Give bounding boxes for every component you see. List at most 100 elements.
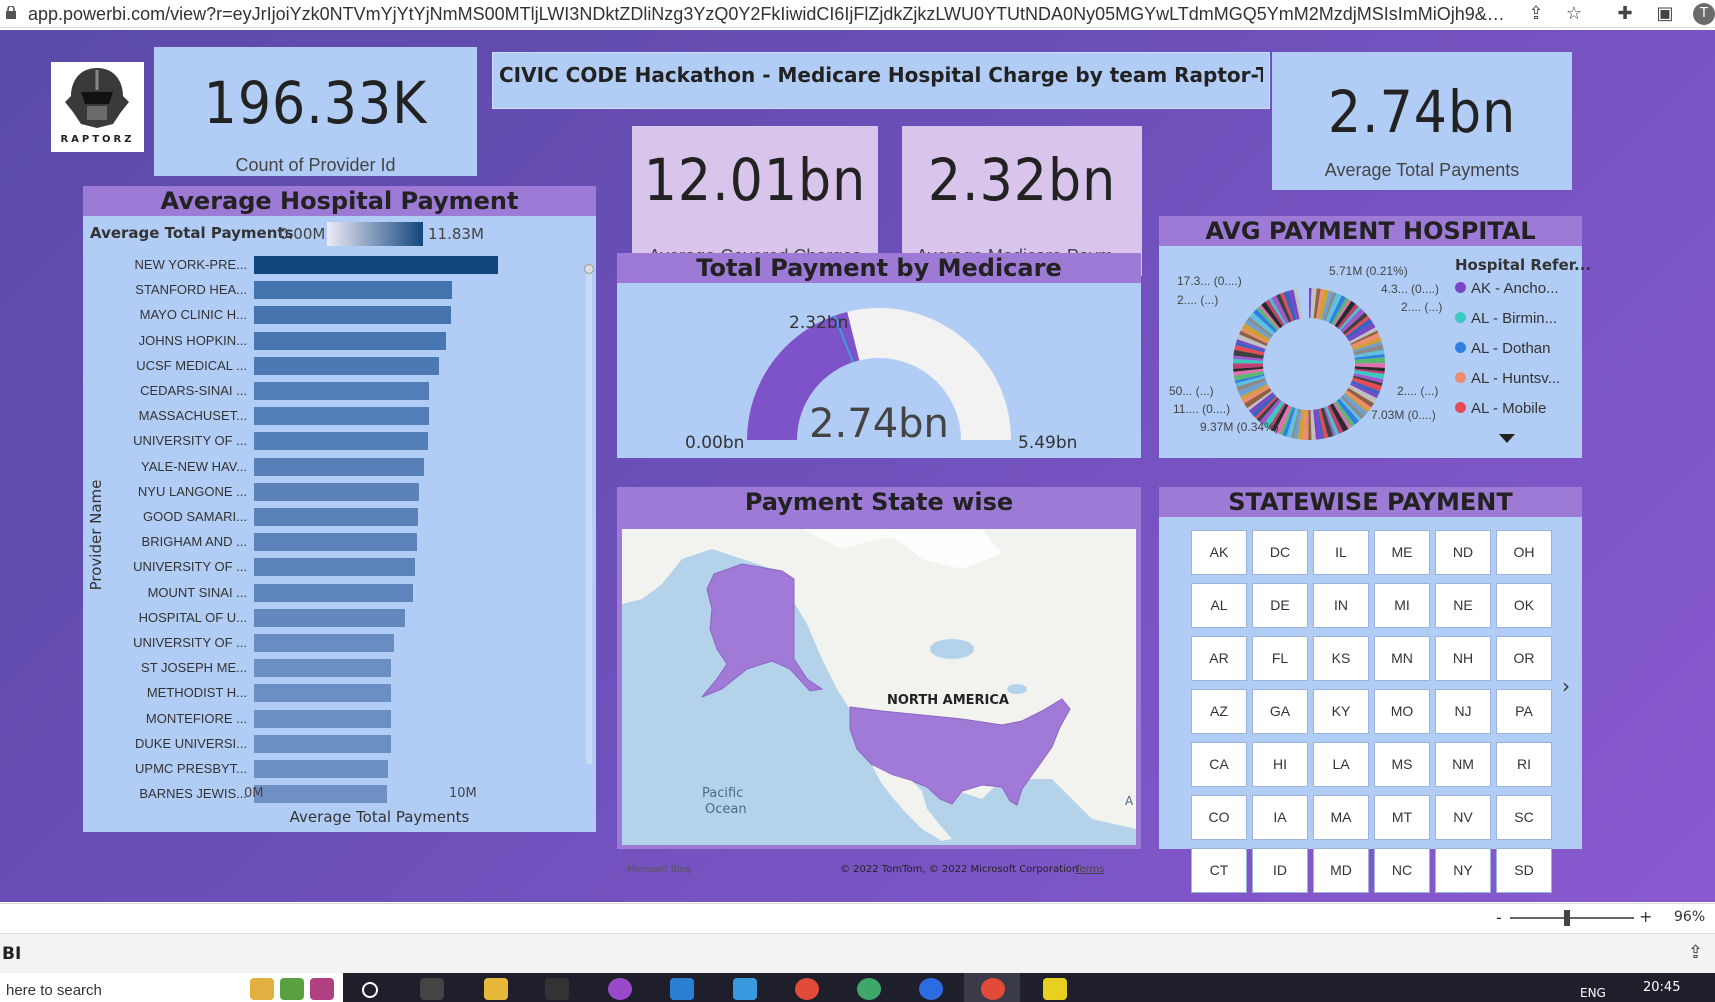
clock[interactable]: 20:45: [1643, 980, 1681, 995]
state-button-ok[interactable]: OK: [1496, 583, 1552, 628]
bar[interactable]: [254, 634, 395, 652]
url-text[interactable]: app.powerbi.com/view?r=eyJrIjoiYzk0NTVmY…: [28, 4, 1508, 24]
state-button-oh[interactable]: OH: [1496, 530, 1552, 575]
bar[interactable]: [254, 785, 387, 804]
state-button-ca[interactable]: CA: [1191, 742, 1247, 787]
share-icon[interactable]: ⇪: [1688, 942, 1704, 963]
donut-visual[interactable]: AVG PAYMENT HOSPITAL 17.3... (0....) 2..…: [1159, 216, 1591, 458]
extensions-icon[interactable]: ✚: [1617, 3, 1633, 24]
state-button-id[interactable]: ID: [1252, 848, 1308, 893]
state-button-az[interactable]: AZ: [1191, 689, 1247, 734]
state-button-al[interactable]: AL: [1191, 583, 1247, 628]
app-icon[interactable]: [250, 978, 274, 1000]
bar[interactable]: [254, 533, 417, 552]
bar[interactable]: [254, 331, 446, 350]
state-button-ma[interactable]: MA: [1313, 795, 1369, 840]
state-button-ks[interactable]: KS: [1313, 636, 1369, 681]
state-button-de[interactable]: DE: [1252, 583, 1308, 628]
state-button-il[interactable]: IL: [1313, 530, 1369, 575]
app-icon[interactable]: [310, 978, 334, 1000]
state-button-ms[interactable]: MS: [1374, 742, 1430, 787]
bar[interactable]: [254, 583, 413, 602]
bar[interactable]: [254, 407, 430, 426]
bar[interactable]: [254, 760, 388, 778]
map-visual[interactable]: Payment State wise NORTH AMERICA Pacific…: [617, 487, 1141, 875]
bar[interactable]: [254, 684, 391, 703]
state-button-sc[interactable]: SC: [1496, 795, 1552, 840]
state-button-pa[interactable]: PA: [1496, 689, 1552, 734]
map-terms-link[interactable]: Terms: [1075, 864, 1105, 875]
state-button-hi[interactable]: HI: [1252, 742, 1308, 787]
app-icon[interactable]: [280, 978, 304, 1000]
state-button-ak[interactable]: AK: [1191, 530, 1247, 575]
state-button-nv[interactable]: NV: [1435, 795, 1491, 840]
bar[interactable]: [254, 734, 391, 753]
bar[interactable]: [254, 558, 415, 577]
legend-item[interactable]: AL - Huntsv...: [1455, 370, 1560, 387]
bar[interactable]: [254, 306, 451, 325]
task-view-icon[interactable]: [420, 978, 444, 1000]
sidebar-icon[interactable]: ▣: [1656, 3, 1674, 24]
star-icon[interactable]: ☆: [1565, 3, 1583, 24]
bar[interactable]: [254, 457, 424, 476]
bar[interactable]: [254, 356, 440, 375]
app-icon[interactable]: [857, 978, 881, 1000]
state-button-co[interactable]: CO: [1191, 795, 1247, 840]
state-button-mn[interactable]: MN: [1374, 636, 1430, 681]
chrome-icon[interactable]: [795, 978, 819, 1000]
kpi-total-payments[interactable]: 2.74bn Average Total Payments: [1272, 52, 1572, 190]
zoom-app-icon[interactable]: [919, 978, 943, 1000]
state-button-ct[interactable]: CT: [1191, 848, 1247, 893]
zoom-in-button[interactable]: +: [1639, 907, 1653, 926]
state-button-mi[interactable]: MI: [1374, 583, 1430, 628]
legend-item[interactable]: AL - Mobile: [1455, 400, 1546, 417]
language-indicator[interactable]: ENG: [1580, 986, 1606, 1000]
chrome-icon[interactable]: [981, 978, 1005, 1000]
scrollbar[interactable]: [584, 264, 594, 764]
state-button-nj[interactable]: NJ: [1435, 689, 1491, 734]
app-icon[interactable]: [733, 978, 757, 1000]
state-button-ne[interactable]: NE: [1435, 583, 1491, 628]
state-button-nc[interactable]: NC: [1374, 848, 1430, 893]
kpi-covered-charges[interactable]: 12.01bn Average Covered Charges: [632, 126, 878, 276]
legend-item[interactable]: AL - Dothan: [1455, 340, 1551, 357]
state-button-fl[interactable]: FL: [1252, 636, 1308, 681]
app-icon[interactable]: [1043, 978, 1067, 1000]
state-button-mo[interactable]: MO: [1374, 689, 1430, 734]
bar[interactable]: [254, 256, 498, 274]
state-button-md[interactable]: MD: [1313, 848, 1369, 893]
bar[interactable]: [254, 508, 418, 526]
bar[interactable]: [254, 608, 406, 627]
state-button-la[interactable]: LA: [1313, 742, 1369, 787]
state-button-ar[interactable]: AR: [1191, 636, 1247, 681]
gauge-visual[interactable]: Total Payment by Medicare 2.32bn 2.74bn …: [617, 253, 1141, 458]
kpi-count-provider[interactable]: 196.33K Count of Provider Id: [154, 47, 477, 176]
zoom-slider-thumb[interactable]: [1564, 910, 1570, 926]
state-button-in[interactable]: IN: [1313, 583, 1369, 628]
bar[interactable]: [254, 281, 452, 300]
state-button-or[interactable]: OR: [1496, 636, 1552, 681]
state-button-me[interactable]: ME: [1374, 530, 1430, 575]
state-slicer[interactable]: STATEWISE PAYMENT AK DC IL ME ND OH AL DE IN MI NE…: [1159, 487, 1582, 893]
bar[interactable]: [254, 482, 419, 501]
state-button-nm[interactable]: NM: [1435, 742, 1491, 787]
search-icon[interactable]: [362, 982, 378, 998]
bar[interactable]: [254, 709, 391, 728]
bar[interactable]: [254, 432, 429, 451]
state-button-dc[interactable]: DC: [1252, 530, 1308, 575]
legend-item[interactable]: AK - Ancho...: [1455, 280, 1559, 297]
state-button-ny[interactable]: NY: [1435, 848, 1491, 893]
state-button-mt[interactable]: MT: [1374, 795, 1430, 840]
state-button-nh[interactable]: NH: [1435, 636, 1491, 681]
share-icon[interactable]: ⇪: [1528, 3, 1544, 24]
app-icon[interactable]: [608, 978, 632, 1000]
legend-item[interactable]: AL - Birmin...: [1455, 310, 1557, 327]
app-icon[interactable]: [670, 978, 694, 1000]
map-canvas[interactable]: [622, 529, 1136, 845]
zoom-slider-track[interactable]: [1510, 917, 1634, 919]
state-button-sd[interactable]: SD: [1496, 848, 1552, 893]
bar-chart-visual[interactable]: Average Hospital Payment Average Total P…: [83, 186, 596, 832]
legend-scroll-down-icon[interactable]: [1499, 434, 1515, 443]
state-button-ga[interactable]: GA: [1252, 689, 1308, 734]
profile-avatar[interactable]: T: [1693, 3, 1715, 25]
